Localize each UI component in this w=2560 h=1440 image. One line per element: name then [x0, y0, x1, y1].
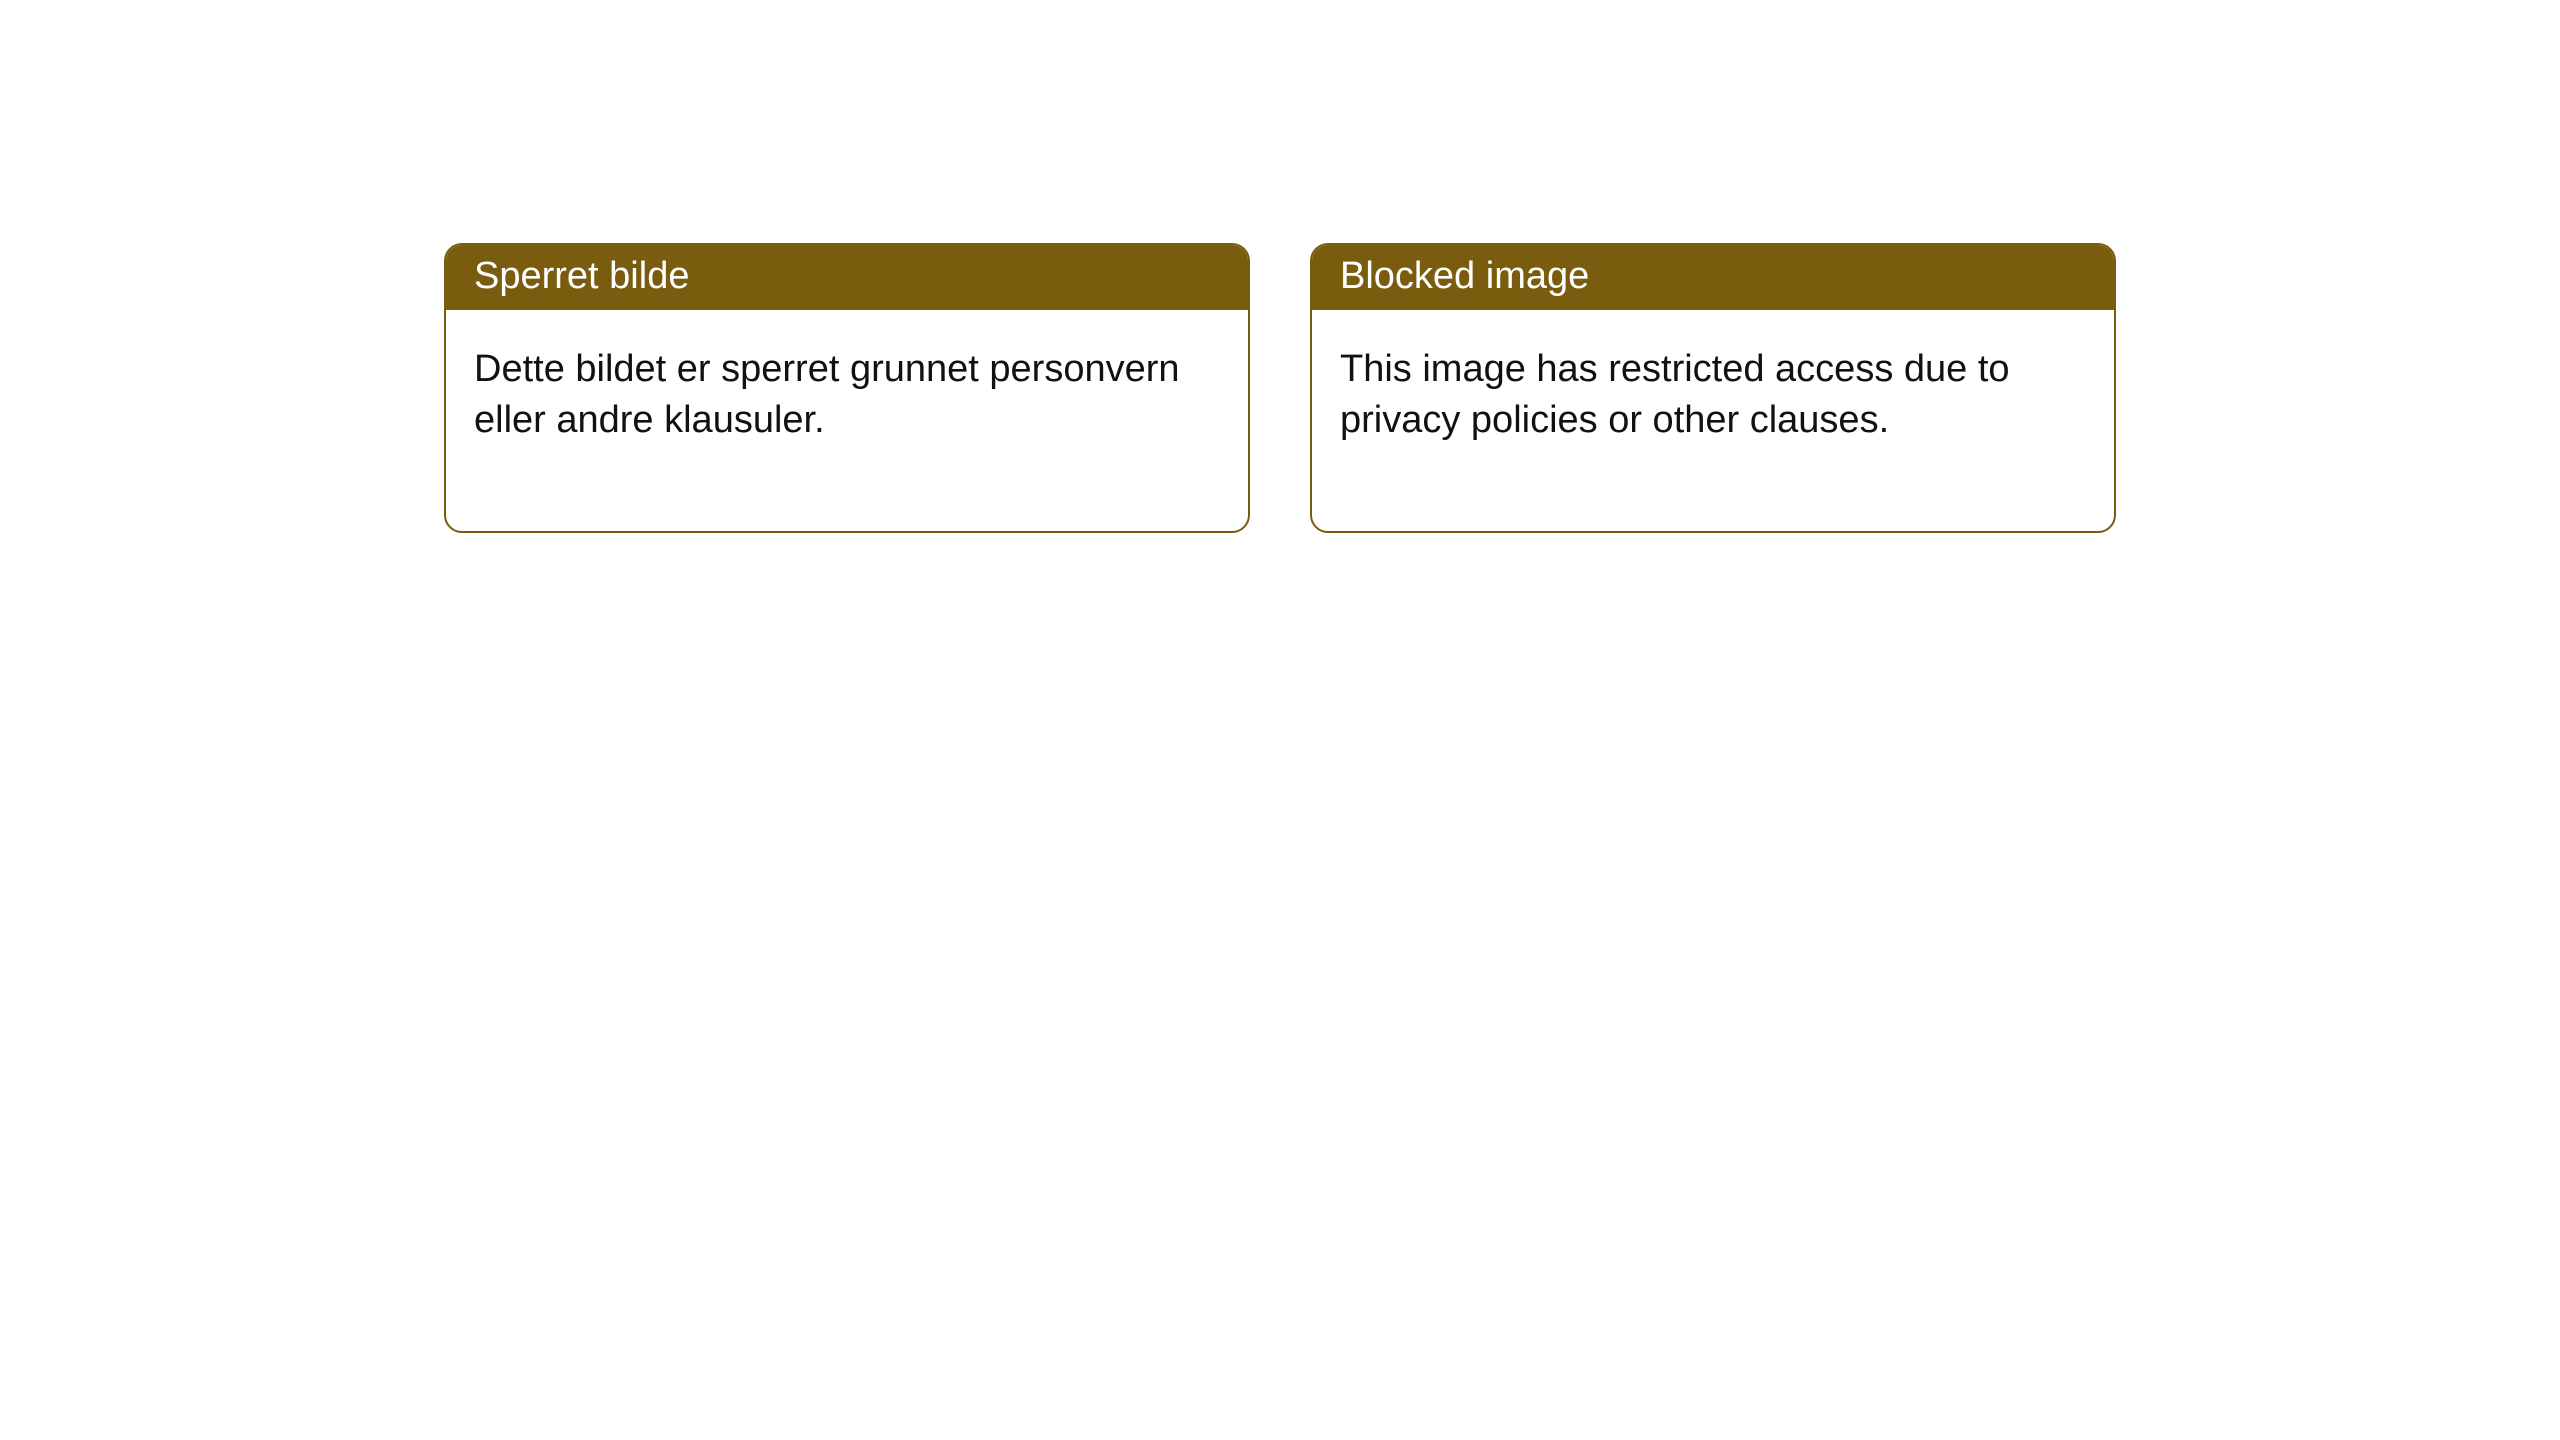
card-body-text: Dette bildet er sperret grunnet personve… — [474, 348, 1180, 441]
notice-container: Sperret bilde Dette bildet er sperret gr… — [0, 0, 2560, 533]
card-title: Blocked image — [1340, 255, 1589, 297]
card-header: Blocked image — [1312, 245, 2114, 310]
card-body-text: This image has restricted access due to … — [1340, 348, 2010, 441]
card-title: Sperret bilde — [474, 255, 689, 297]
card-body: This image has restricted access due to … — [1312, 310, 2114, 531]
card-body: Dette bildet er sperret grunnet personve… — [446, 310, 1248, 531]
card-header: Sperret bilde — [446, 245, 1248, 310]
blocked-image-card-en: Blocked image This image has restricted … — [1310, 243, 2116, 533]
blocked-image-card-no: Sperret bilde Dette bildet er sperret gr… — [444, 243, 1250, 533]
